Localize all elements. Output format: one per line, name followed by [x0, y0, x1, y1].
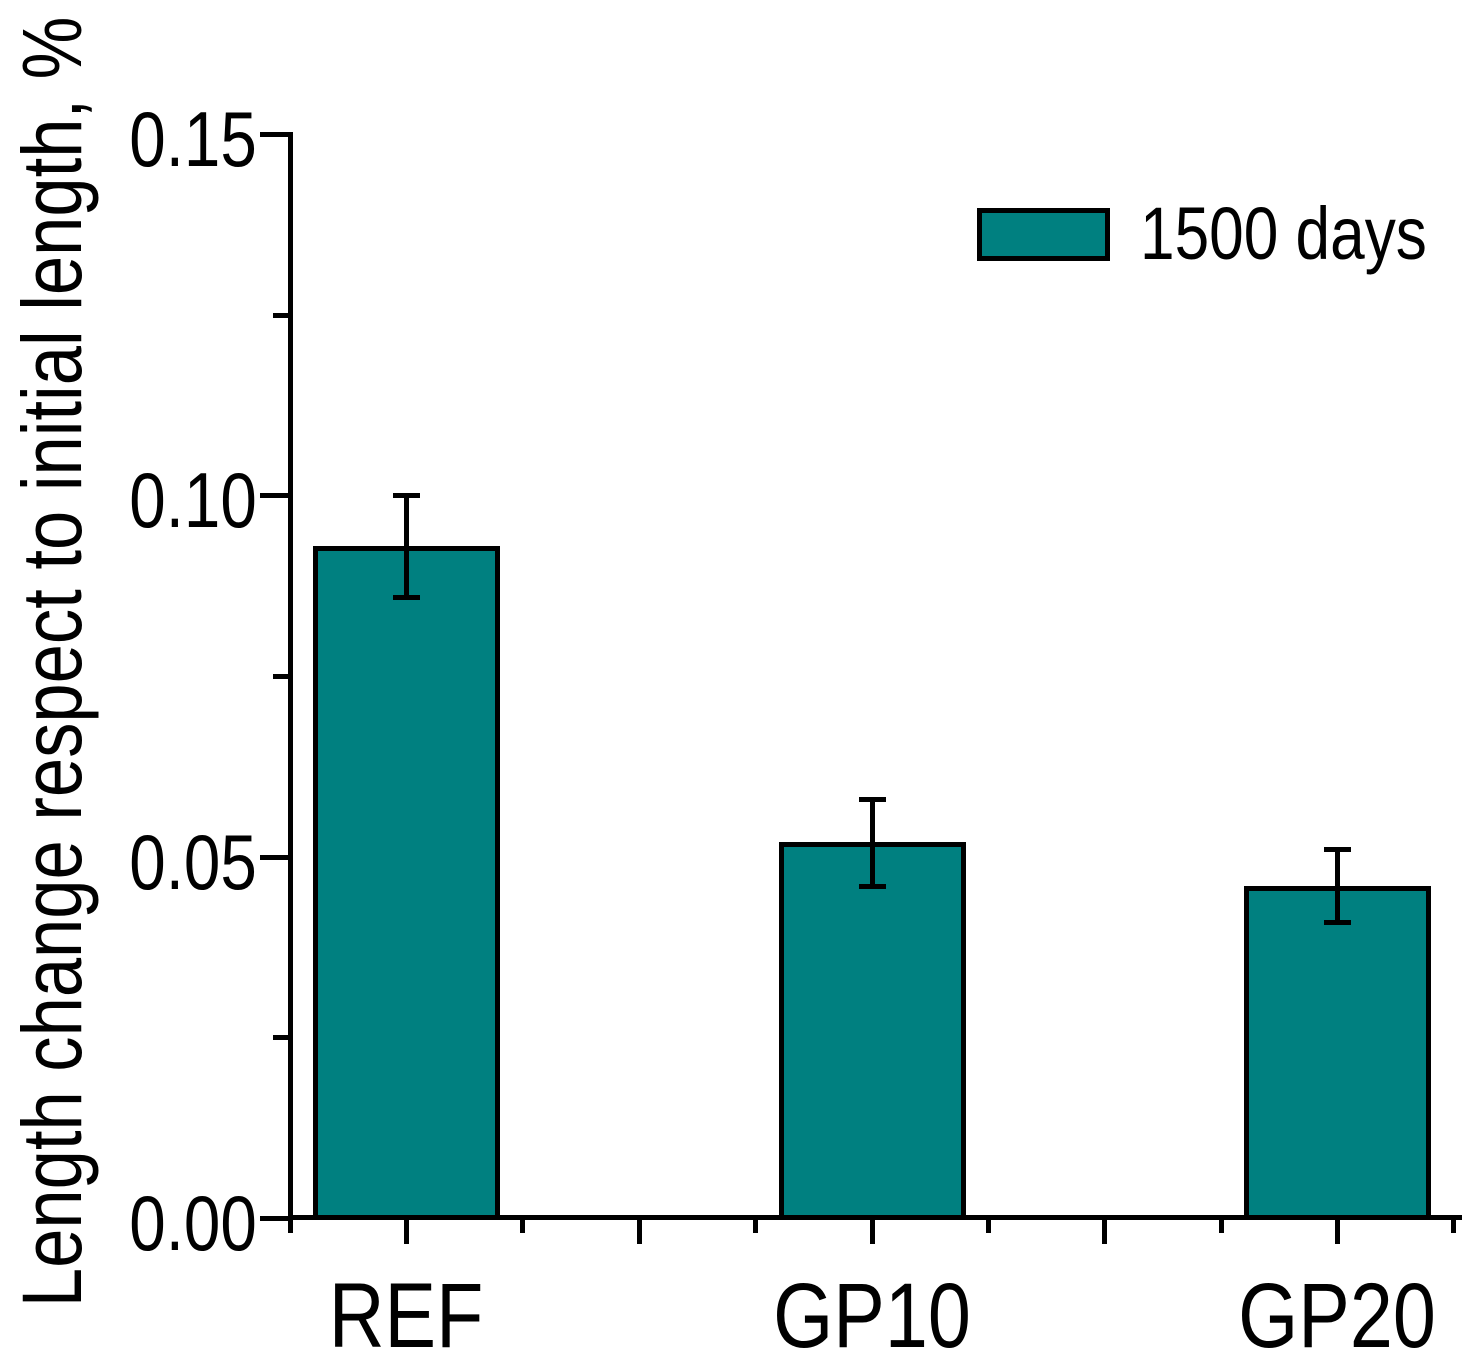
- legend: 1500 days: [977, 194, 1475, 274]
- legend-swatch: [977, 207, 1110, 261]
- x-major-tick: [869, 1218, 875, 1244]
- error-bar-line-gp20: [1335, 849, 1340, 922]
- error-bar-cap-bottom-gp20: [1324, 919, 1351, 925]
- plot-area: 1500 days REF GP10 GP20 0.00 0.05 0.10 0.15: [129, 100, 1462, 1362]
- y-major-tick: [260, 132, 288, 137]
- x-major-tick: [404, 1218, 409, 1244]
- y-tick-label: 0.05: [129, 817, 257, 906]
- y-major-tick: [260, 1216, 288, 1221]
- x-major-tick: [1335, 1218, 1340, 1244]
- y-major-tick: [260, 854, 288, 860]
- error-bar-cap-bottom-gp10: [858, 883, 886, 889]
- y-axis-line: [288, 132, 293, 1221]
- x-major-tick: [1102, 1218, 1108, 1244]
- bar-gp10: [778, 842, 966, 1220]
- x-major-tick: [636, 1218, 642, 1244]
- x-minor-tick: [520, 1218, 526, 1233]
- bar-gp20: [1244, 885, 1431, 1220]
- x-minor-tick: [985, 1218, 991, 1233]
- error-bar-cap-top-ref: [393, 493, 420, 499]
- y-minor-tick: [273, 674, 288, 679]
- y-axis-title: Length change respect to initial length,…: [5, 16, 99, 1308]
- x-minor-tick: [753, 1218, 759, 1233]
- y-tick-label: 0.10: [129, 456, 257, 545]
- bar-ref: [313, 545, 500, 1220]
- y-major-tick: [260, 493, 288, 499]
- error-bar-cap-bottom-ref: [393, 594, 420, 600]
- y-tick-label: 0.15: [129, 95, 257, 183]
- error-bar-line-ref: [404, 495, 409, 597]
- y-minor-tick: [273, 1035, 288, 1041]
- legend-label: 1500 days: [1140, 192, 1427, 275]
- x-category-label-ref: REF: [328, 1265, 484, 1367]
- error-bar-cap-top-gp20: [1324, 847, 1351, 853]
- y-tick-label: 0.00: [129, 1179, 257, 1267]
- x-minor-tick: [1451, 1218, 1457, 1233]
- error-bar-cap-top-gp10: [858, 796, 886, 802]
- y-minor-tick: [273, 312, 288, 318]
- x-category-label-gp20: GP20: [1238, 1265, 1436, 1367]
- x-minor-tick: [287, 1218, 293, 1233]
- x-minor-tick: [1218, 1218, 1224, 1233]
- error-bar-line-gp10: [869, 798, 875, 886]
- x-category-label-gp10: GP10: [772, 1265, 971, 1367]
